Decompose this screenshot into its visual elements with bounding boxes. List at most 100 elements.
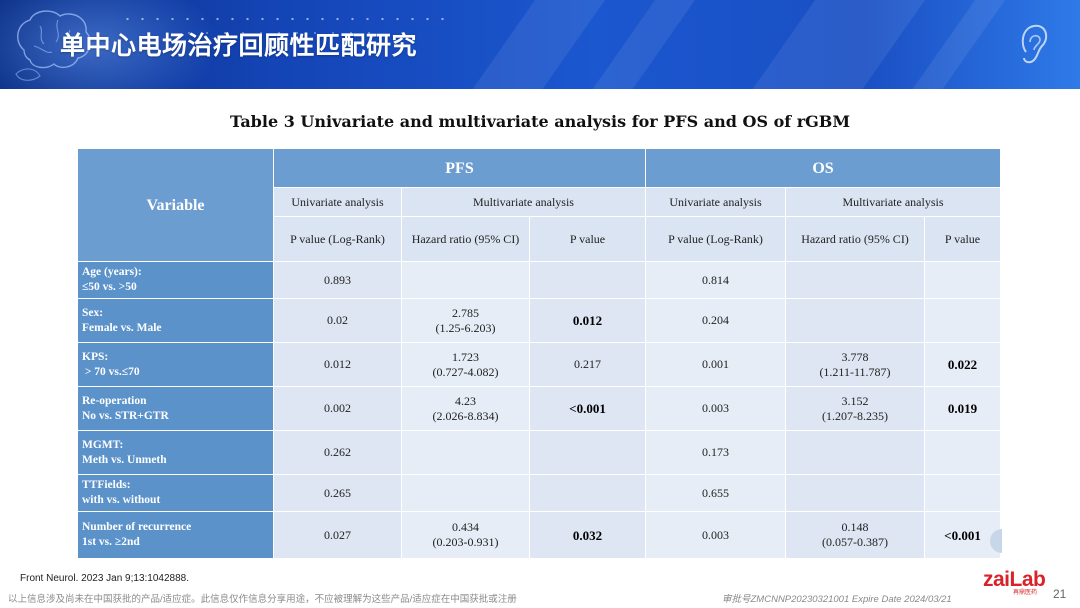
row-label: Re-operation No vs. STR+GTR [77, 386, 274, 431]
cell-ci: (1.25-6.203) [435, 320, 496, 335]
table-row: KPS: > 70 vs.≤70 0.012 1.723 (0.727-4.082) 0… [77, 342, 1002, 387]
row-label: KPS: > 70 vs.≤70 [77, 342, 274, 387]
cell-value: <0.001 [944, 527, 981, 543]
cell-value: 0.032 [572, 527, 603, 543]
table-cell: 0.655 [645, 474, 786, 512]
row-label: Sex: Female vs. Male [77, 298, 274, 343]
row-label-line: Re-operation [82, 394, 147, 407]
cell-value: 0.893 [324, 272, 351, 287]
table-cell [785, 430, 925, 475]
page-title: 单中心电场治疗回顾性匹配研究 [60, 31, 418, 60]
table-cell [785, 261, 925, 299]
table-cell: 0.012 [529, 298, 646, 343]
table-body: Age (years): ≤50 vs. >50 0.893 0.814 Sex: Fem… [77, 261, 1002, 559]
variable-header: Variable [77, 148, 274, 262]
table-cell [529, 430, 646, 475]
table-cell: 3.152 (1.207-8.235) [785, 386, 925, 431]
cell-value: 3.778 [841, 349, 869, 364]
column-header: P value [923, 216, 1002, 262]
row-label-line: KPS: [82, 350, 109, 363]
cell-value: 0.262 [324, 445, 351, 459]
cell-ci: (0.727-4.082) [432, 364, 499, 379]
cell-value: 0.027 [324, 527, 351, 542]
results-table: Variable PFS OS Univariate analysis Mult… [77, 148, 1002, 559]
table-cell [785, 298, 925, 343]
table-row: Re-operation No vs. STR+GTR 0.002 4.23 (2.02… [77, 386, 1002, 431]
cell-value: 0.001 [702, 357, 729, 371]
partial-side-icon [990, 529, 1002, 553]
row-label-line: ≤50 vs. >50 [82, 281, 137, 293]
approval-number: 审批号ZMCNNP20230321001 Expire Date 2024/03… [722, 594, 952, 605]
table-cell [785, 474, 925, 512]
table-cell [401, 430, 530, 475]
cell-value: 0.655 [702, 485, 729, 500]
table-cell: 0.814 [645, 261, 786, 299]
table-cell: 0.012 [273, 342, 402, 387]
banner-dot-pattern [120, 14, 450, 24]
cell-value: 0.003 [702, 401, 729, 415]
brain-outline-icon [15, 10, 91, 81]
banner-streak [737, 0, 933, 89]
row-label-line: Female vs. Male [82, 321, 162, 334]
table-cell: 0.173 [645, 430, 786, 475]
table-cell [401, 261, 530, 299]
table-cell: 0.893 [273, 261, 402, 299]
table-row: Sex: Female vs. Male 0.02 2.785 (1.25-6.203)… [77, 298, 1002, 343]
subgroup-header: Univariate analysis [645, 187, 786, 217]
table-cell: 3.778 (1.211-11.787) [785, 342, 925, 387]
cell-value: 1.723 [452, 349, 479, 364]
table-row: MGMT: Meth vs. Unmeth 0.262 0.173 [77, 430, 1002, 475]
cell-value: 0.217 [574, 357, 601, 371]
cell-ci: (0.057-0.387) [822, 535, 888, 549]
table-cell: 0.027 [273, 511, 402, 559]
row-label-line: No vs. STR+GTR [82, 409, 169, 422]
cell-value: <0.001 [569, 401, 606, 416]
cell-value: 0.012 [324, 357, 351, 371]
row-label: Number of recurrence 1st vs. ≥2nd [77, 511, 274, 559]
table-cell: 0.265 [273, 474, 402, 512]
cell-value: 0.012 [572, 313, 603, 328]
row-label: MGMT: Meth vs. Unmeth [77, 430, 274, 475]
table-cell: 0.002 [273, 386, 402, 431]
cell-value: 0.022 [947, 357, 978, 372]
cell-value: 0.019 [947, 401, 978, 416]
table-row: Number of recurrence 1st vs. ≥2nd 0.027 0.4… [77, 511, 1002, 559]
row-label-line: with vs. without [82, 494, 161, 506]
column-header: P value [529, 216, 646, 262]
table-cell: 0.032 [529, 511, 646, 559]
table-cell: 0.434 (0.203-0.931) [401, 511, 530, 559]
cell-value: 0.434 [452, 520, 479, 534]
subgroup-header: Multivariate analysis [784, 187, 1002, 217]
disclaimer-text: 以上信息涉及尚未在中国获批的产品/适应症。此信息仅作信息分享用途，不应被理解为这… [8, 594, 517, 605]
cell-value: 2.785 [452, 305, 479, 320]
logo-subtext: 再鼎医药 [1013, 590, 1038, 596]
ear-icon [1021, 24, 1048, 64]
cell-value: 4.23 [455, 393, 476, 408]
table-cell: 0.204 [645, 298, 786, 343]
cell-value: 0.003 [702, 527, 729, 542]
column-header: Hazard ratio (95% CI) [785, 216, 925, 262]
row-label: TTFields: with vs. without [77, 474, 274, 512]
cell-value: 3.152 [841, 393, 869, 408]
table-cell [529, 474, 646, 512]
row-label-line: > 70 vs.≤70 [82, 365, 140, 378]
row-label-line: TTFields: [82, 479, 131, 491]
row-label: Age (years): ≤50 vs. >50 [77, 261, 274, 299]
table-cell: 0.02 [273, 298, 402, 343]
row-label-line: MGMT: [82, 438, 124, 451]
cell-value: 0.173 [702, 445, 729, 459]
column-header: P value (Log-Rank) [273, 216, 402, 262]
cell-value: 0.002 [324, 401, 351, 415]
cell-ci: (2.026-8.834) [432, 408, 499, 423]
group-header-pfs: PFS [273, 148, 646, 188]
table-cell: 1.723 (0.727-4.082) [401, 342, 530, 387]
page-number: 21 [1053, 587, 1067, 601]
zailab-logo: zaiLab 再鼎医药 [983, 568, 1046, 596]
cell-value: 0.02 [327, 313, 348, 327]
header-banner: 单中心电场治疗回顾性匹配研究 [0, 0, 1080, 89]
table-row: TTFields: with vs. without 0.265 0.655 [77, 474, 1002, 512]
table-cell [923, 474, 1002, 512]
table-cell: 0.003 [645, 386, 786, 431]
row-label-line: Meth vs. Unmeth [82, 453, 167, 466]
reference-citation: Front Neurol. 2023 Jan 9;13:1042888. [20, 573, 190, 584]
